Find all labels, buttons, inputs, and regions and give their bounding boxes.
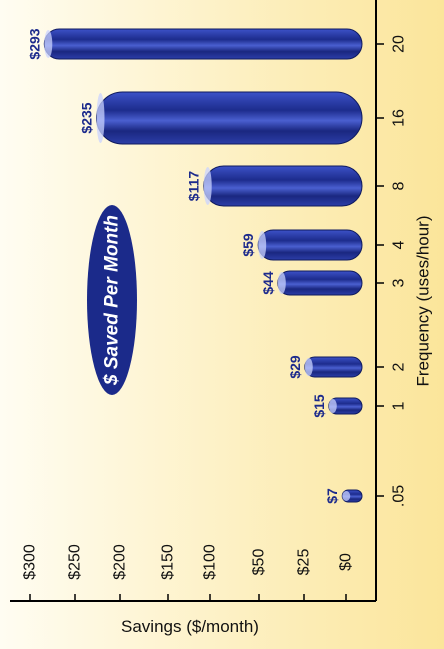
bar-value-label: $29: [287, 355, 303, 379]
category-tick-label: 3: [391, 278, 408, 287]
value-tick-label: $300: [22, 544, 39, 580]
bar-value-label: $235: [79, 102, 95, 133]
bar: [304, 356, 363, 378]
bar-cap: [342, 491, 351, 501]
bar: [257, 229, 363, 261]
x-axis-ticks: $0 $25 $50 $100 $150 $200 $250 $300: [22, 544, 355, 601]
value-tick-label: $200: [112, 544, 129, 580]
bar-cap: [44, 30, 53, 58]
bar-value-label: $293: [26, 28, 42, 59]
axes: [10, 0, 377, 602]
category-tick-label: .05: [391, 485, 408, 507]
bar-cap: [277, 272, 286, 294]
value-tick-label: $100: [202, 544, 219, 580]
bar-value-label: $117: [186, 171, 202, 202]
y-axis-ticks: .05 1 2 3 4 8 16 20: [376, 35, 408, 507]
category-tick-label: 8: [391, 181, 408, 190]
bar-value-label: $59: [240, 233, 256, 257]
value-tick-label: $250: [67, 544, 84, 580]
category-tick-label: 4: [391, 240, 408, 249]
bar-cap: [96, 93, 105, 143]
bar-cap: [258, 231, 267, 259]
chart-title: $ Saved Per Month: [102, 215, 123, 386]
bar-value-label: $15: [311, 394, 327, 418]
value-tick-label: $150: [160, 544, 177, 580]
bar-value-label: $44: [260, 271, 276, 295]
title-badge: $ Saved Per Month: [87, 205, 137, 395]
value-labels: $7 $15 $29 $44$59 $117 $235 $293: [26, 28, 340, 504]
y-axis-title: Frequency (uses/hour): [414, 215, 433, 386]
bar-cap: [304, 358, 313, 376]
bar-value-label: $7: [324, 488, 340, 504]
bar: [43, 28, 363, 60]
category-tick-label: 2: [391, 362, 408, 371]
value-tick-label: $50: [251, 549, 268, 576]
bar-cap: [328, 399, 337, 413]
bar: [96, 91, 363, 145]
category-tick-label: 20: [391, 35, 408, 53]
bar: [203, 165, 363, 207]
category-tick-label: 16: [391, 109, 408, 127]
title-ellipse: [87, 205, 137, 395]
bars: [43, 28, 363, 503]
x-axis-title: Savings ($/month): [121, 617, 259, 636]
value-tick-label: $0: [338, 553, 355, 571]
bar-cap: [203, 167, 212, 205]
bar: [277, 270, 363, 296]
value-tick-label: $25: [296, 549, 313, 576]
category-tick-label: 1: [391, 401, 408, 410]
